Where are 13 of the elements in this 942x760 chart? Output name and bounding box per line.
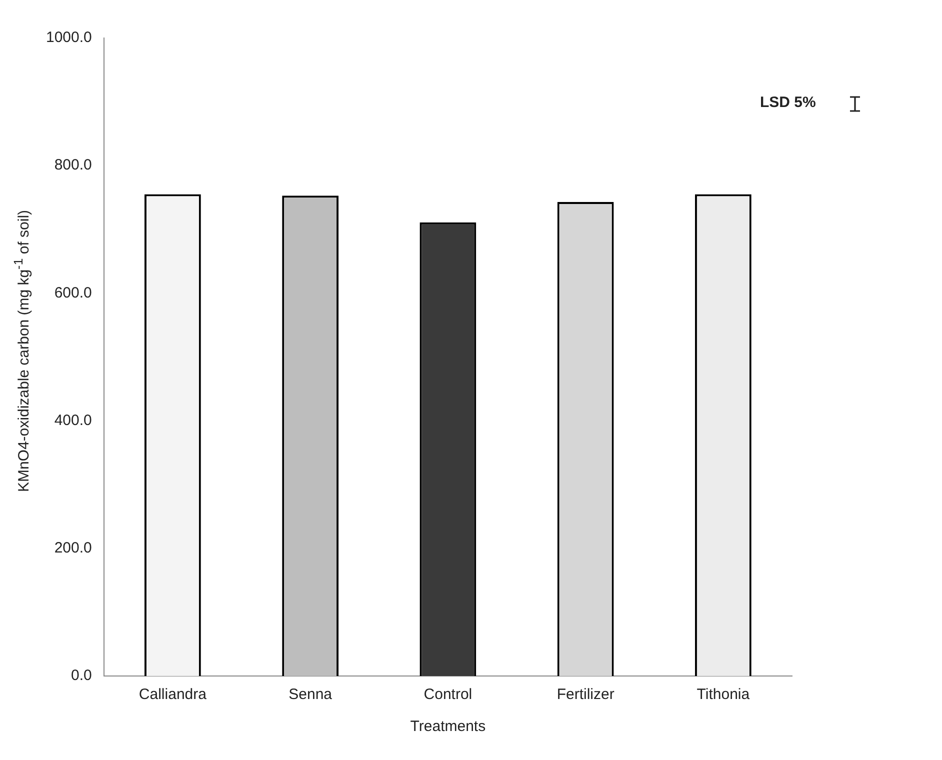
x-tick-label: Calliandra: [138, 686, 208, 704]
y-tick-label: 600.0: [54, 284, 92, 302]
y-tick-label: 200.0: [54, 540, 92, 557]
x-tick-label: Senna: [288, 686, 333, 704]
y-tick-label: 800.0: [54, 156, 92, 174]
y-tick-label: 0.0: [71, 667, 92, 684]
y-tick-label: 400.0: [54, 412, 92, 429]
x-tick-label: Control: [424, 686, 472, 704]
annotation: LSD 5%: [760, 94, 816, 111]
x-axis-title: Treatments: [410, 718, 486, 736]
x-tick-label: Fertilizer: [556, 686, 614, 704]
x-tick-label: Tithonia: [696, 686, 750, 704]
y-tick-label: 1000.0: [46, 29, 92, 46]
